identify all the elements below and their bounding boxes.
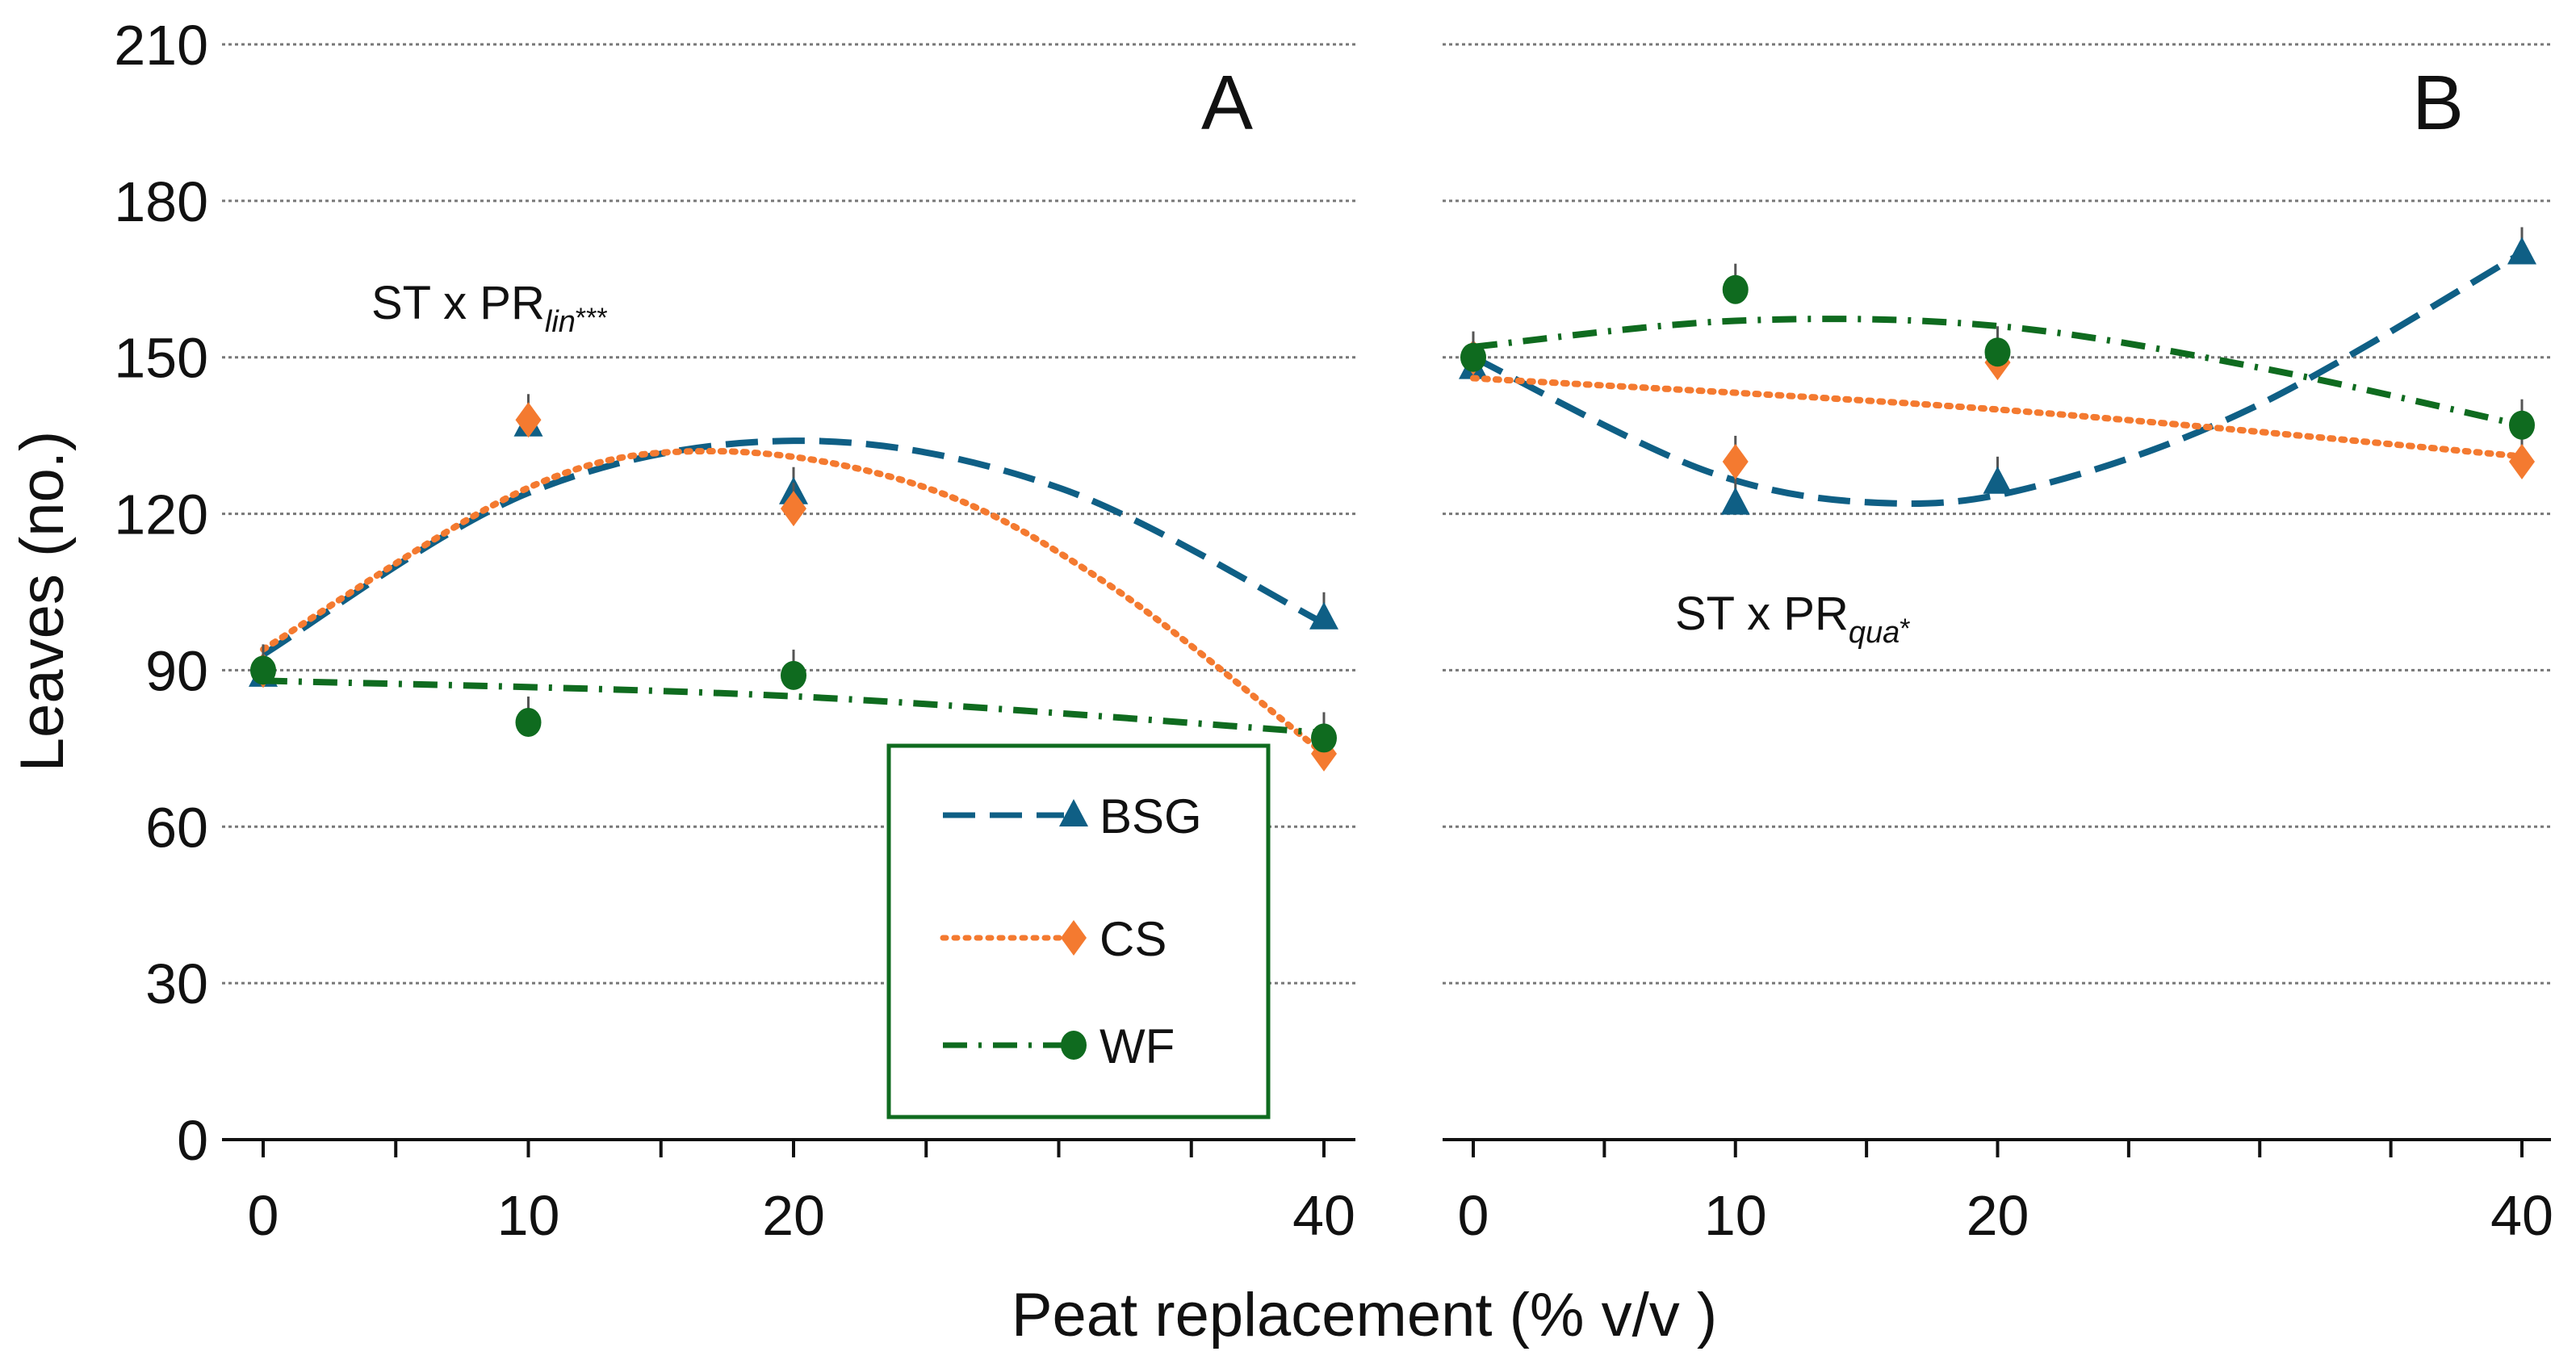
y-tick-label: 120	[114, 483, 208, 546]
interaction-annotation: ST x PRqua*	[1675, 588, 1911, 650]
y-tick-label: 180	[114, 170, 208, 233]
series-WF	[250, 644, 1337, 753]
data-point-WF	[781, 660, 806, 690]
series-BSG	[249, 399, 1338, 687]
trend-line-CS	[260, 448, 1327, 757]
data-point-WF	[1460, 342, 1486, 372]
x-tick-label: 20	[1967, 1184, 2029, 1247]
data-point-WF	[250, 655, 276, 685]
data-point-WF	[1311, 723, 1337, 753]
data-point-CS	[515, 402, 542, 438]
y-tick-label: 0	[177, 1109, 208, 1172]
data-point-CS	[2509, 443, 2535, 479]
x-tick-label: 0	[248, 1184, 279, 1247]
trend-line-BSG	[1472, 250, 2524, 507]
x-tick-label: 0	[1458, 1184, 1489, 1247]
legend-label-CS: CS	[1100, 912, 1167, 966]
data-point-WF	[1984, 337, 2011, 367]
annotation-main: ST x PR	[371, 277, 545, 329]
legend: BSG CS WF	[886, 743, 1271, 1119]
y-tick-label: 60	[145, 796, 208, 859]
data-point-CS	[781, 491, 806, 527]
data-point-CS	[1722, 443, 1749, 479]
legend-marker-CS	[1061, 920, 1087, 956]
series-WF	[1460, 263, 2535, 440]
panel-B: 0 10 20 40 B ST x PRqua*	[1443, 43, 2553, 1247]
y-tick-label: 150	[114, 327, 208, 390]
legend-marker-WF	[1061, 1031, 1087, 1060]
annotation-main: ST x PR	[1675, 588, 1849, 640]
trend-line-WF	[1472, 316, 2523, 429]
annotation-sub: qua	[1849, 616, 1900, 650]
annotation-sup: ***	[576, 303, 608, 333]
panel-label: B	[2412, 60, 2464, 146]
data-point-BSG	[1720, 487, 1750, 515]
data-point-WF	[515, 708, 542, 738]
y-tick-label: 210	[114, 14, 208, 77]
x-axis-label: Peat replacement (% v/v )	[1012, 1281, 1717, 1349]
legend-marker-BSG	[1059, 799, 1088, 826]
y-axis-label: Leaves (no.)	[8, 431, 77, 772]
legend-label-WF: WF	[1100, 1019, 1175, 1073]
data-point-BSG	[1309, 601, 1338, 630]
panel-A: 0 30 60 90 120 150 180 210 0 10 20 40 A ST x PRlin***	[114, 14, 1355, 1247]
data-point-BSG	[2507, 236, 2536, 265]
data-point-WF	[2509, 410, 2535, 440]
y-tick-label: 90	[145, 639, 208, 702]
legend-label-BSG: BSG	[1100, 789, 1202, 843]
x-tick-label: 10	[1704, 1184, 1767, 1247]
x-tick-label: 20	[762, 1184, 825, 1247]
data-point-BSG	[1983, 466, 2013, 494]
annotation-sub: lin	[545, 305, 576, 339]
x-tick-label: 10	[497, 1184, 560, 1247]
x-tick-label: 40	[1292, 1184, 1355, 1247]
x-tick-label: 40	[2490, 1184, 2553, 1247]
y-tick-label: 30	[145, 952, 208, 1015]
series-CS	[250, 394, 1337, 772]
interaction-annotation: ST x PRlin***	[371, 277, 608, 339]
data-point-WF	[1722, 274, 1749, 304]
panel-label: A	[1201, 60, 1253, 146]
annotation-sup: *	[1900, 613, 1910, 644]
trend-line-CS	[1470, 374, 2525, 460]
